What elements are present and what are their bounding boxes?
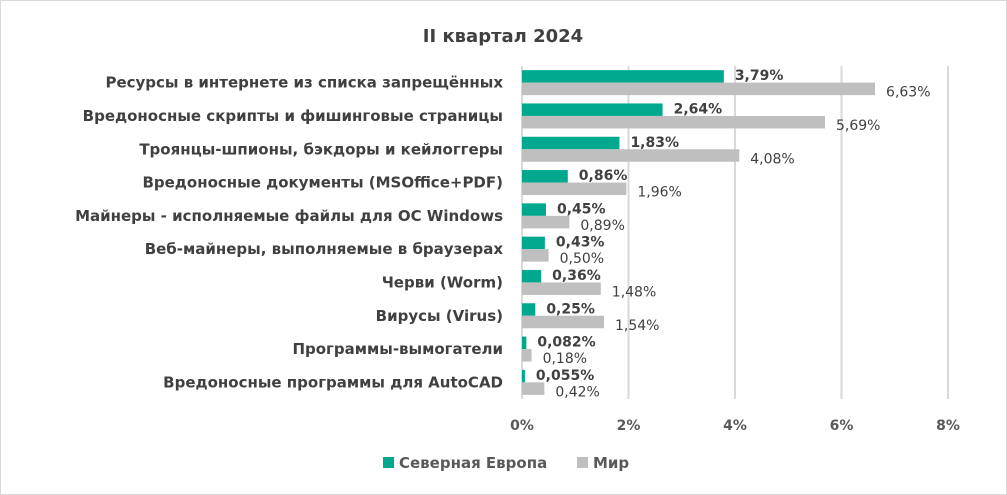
- bar-northern-europe: [522, 170, 568, 183]
- bar-northern-europe: [522, 103, 663, 116]
- data-label-world: 5,69%: [836, 118, 880, 134]
- data-label-northern-europe: 0,25%: [546, 301, 595, 317]
- bar-northern-europe: [522, 369, 525, 383]
- bar-northern-europe: [522, 70, 724, 83]
- data-label-northern-europe: 0,43%: [556, 235, 605, 251]
- data-label-northern-europe: 0,36%: [552, 268, 601, 284]
- x-tick-label: 2%: [617, 418, 641, 434]
- category-label: Вредоносные скрипты и фишинговые страниц…: [83, 107, 503, 125]
- bar-northern-europe: [522, 136, 620, 150]
- bar-world: [522, 149, 740, 162]
- x-tick-label: 6%: [830, 418, 854, 434]
- data-label-world: 6,63%: [886, 85, 930, 101]
- category-label: Майнеры - исполняемые файлы для ОС Windo…: [75, 207, 503, 225]
- data-label-world: 4,08%: [750, 151, 794, 167]
- bar-world: [522, 249, 549, 262]
- x-tick-label: 4%: [723, 418, 747, 434]
- category-label: Черви (Worm): [382, 273, 503, 291]
- category-label: Ресурсы в интернете из списка запрещённы…: [105, 74, 503, 92]
- data-label-northern-europe: 1,83%: [630, 135, 679, 151]
- category-label: Программы-вымогатели: [292, 340, 503, 358]
- data-label-northern-europe: 0,45%: [557, 201, 606, 217]
- data-label-world: 0,18%: [543, 351, 587, 367]
- chart-title: II квартал 2024: [423, 26, 583, 47]
- bar-northern-europe: [522, 303, 536, 316]
- legend-label: Северная Европа: [399, 454, 547, 472]
- bar-northern-europe: [522, 269, 542, 283]
- category-label: Вирусы (Virus): [376, 307, 503, 325]
- bar-northern-europe: [522, 236, 545, 250]
- category-label: Вредоносные документы (MSOffice+PDF): [142, 174, 503, 192]
- data-label-northern-europe: 0,082%: [537, 335, 595, 351]
- category-label: Веб-майнеры, выполняемые в браузерах: [145, 240, 504, 258]
- legend-label: Мир: [593, 454, 629, 472]
- data-label-northern-europe: 0,86%: [579, 168, 628, 184]
- bar-world: [522, 315, 605, 329]
- data-label-world: 0,50%: [560, 251, 604, 267]
- bar-world: [522, 82, 876, 96]
- bar-northern-europe: [522, 203, 546, 216]
- bar-world: [522, 349, 532, 362]
- data-label-northern-europe: 2,64%: [674, 101, 723, 117]
- bar-world: [522, 182, 627, 196]
- data-label-world: 1,48%: [612, 284, 656, 300]
- data-label-world: 1,96%: [637, 185, 681, 201]
- x-tick-label: 8%: [936, 418, 960, 434]
- bar-northern-europe: [522, 336, 527, 350]
- data-label-world: 0,42%: [555, 384, 599, 400]
- data-label-northern-europe: 0,055%: [536, 368, 594, 384]
- category-label: Троянцы-шпионы, бэкдоры и кейлоггеры: [139, 140, 503, 158]
- bar-world: [522, 282, 601, 295]
- legend-swatch: [577, 457, 588, 468]
- bar-world: [522, 382, 545, 395]
- legend-swatch: [383, 457, 394, 468]
- bar-world: [522, 115, 825, 129]
- data-label-world: 0,89%: [580, 218, 624, 234]
- x-tick-label: 0%: [510, 418, 534, 434]
- data-label-world: 1,54%: [615, 318, 659, 334]
- data-label-northern-europe: 3,79%: [735, 68, 784, 84]
- category-label: Вредоносные программы для AutoCAD: [163, 373, 503, 391]
- bar-world: [522, 215, 570, 229]
